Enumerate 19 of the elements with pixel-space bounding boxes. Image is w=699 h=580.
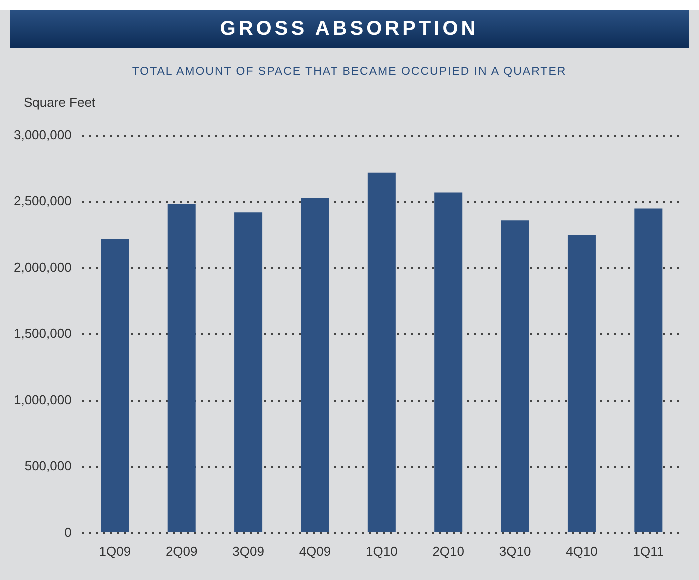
y-tick-label: 1,500,000 [14,326,72,342]
y-tick-label: 3,000,000 [14,127,72,142]
chart-title: GROSS ABSORPTION [10,10,689,48]
x-tick-label: 2Q10 [432,544,465,559]
y-tick-label: 0 [64,524,72,540]
x-tick-label: 4Q10 [566,544,598,559]
chart-subtitle: TOTAL AMOUNT OF SPACE THAT BECAME OCCUPIED IN A QUARTER [131,66,568,78]
y-tick-label: 2,000,000 [14,260,72,275]
y-tick-label: 1,000,000 [14,392,72,408]
x-tick-label: 4Q09 [299,544,332,559]
x-tick-label: 1Q10 [366,544,398,559]
x-tick-label: 2Q09 [166,544,198,559]
y-tick-label: 500,000 [24,458,72,474]
x-tick-label: 1Q09 [99,544,132,559]
x-tick-label: 3Q09 [232,544,264,559]
y-tick-label: 2,500,000 [14,194,72,209]
x-tick-label: 3Q10 [499,544,532,559]
y-axis-title: Square Feet [24,95,96,110]
x-tick-label: 1Q11 [633,544,664,559]
